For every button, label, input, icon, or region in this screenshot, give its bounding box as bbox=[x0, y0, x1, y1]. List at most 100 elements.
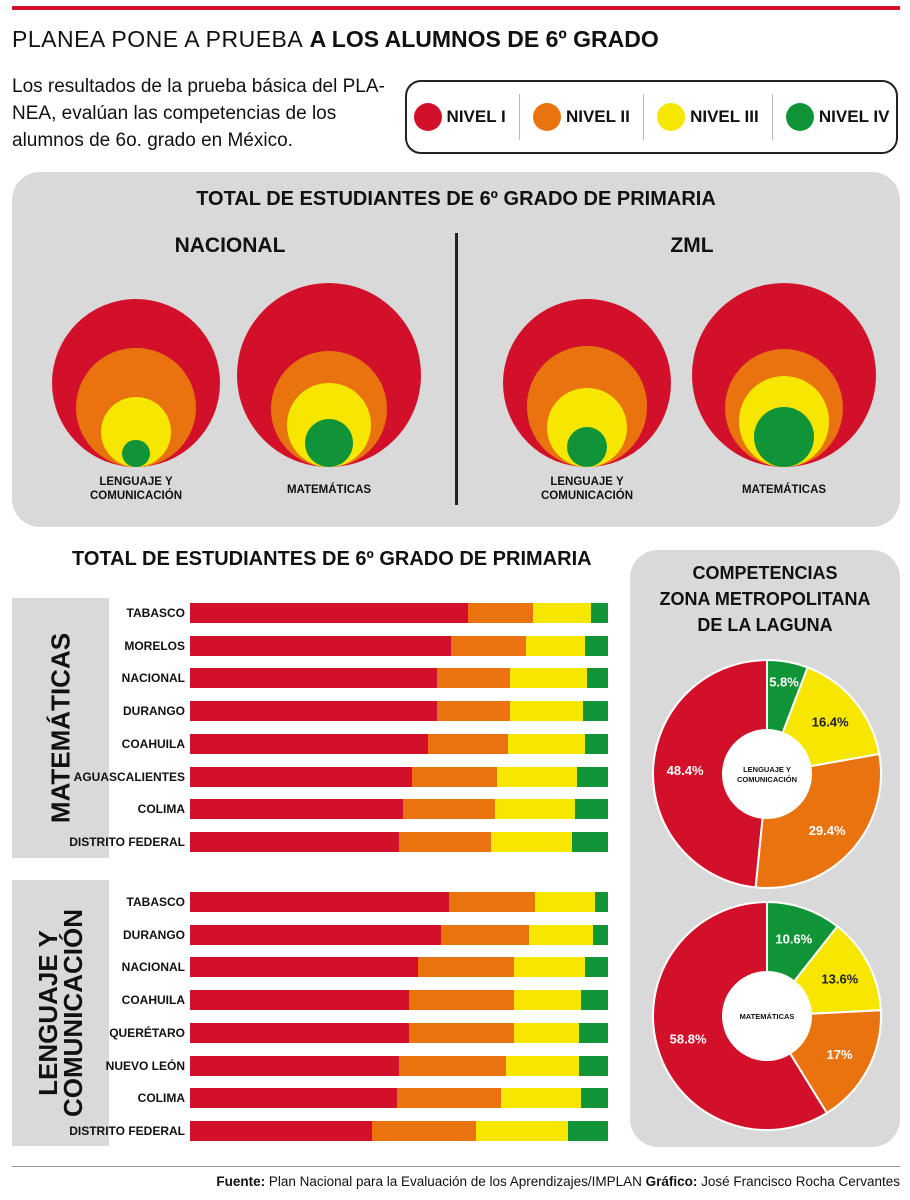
top-rule bbox=[12, 6, 900, 10]
bar-segment-nivel-2 bbox=[399, 831, 492, 852]
bar-label-matematicas-aguascalientes: AGUASCALIENTES bbox=[73, 769, 185, 784]
bar-lenguaje-y-comunicacion-nuevo-leon bbox=[190, 1055, 609, 1076]
bar-segment-nivel-1 bbox=[190, 701, 438, 722]
bar-segment-nivel-3 bbox=[501, 1088, 582, 1109]
bar-segment-nivel-2 bbox=[440, 924, 530, 945]
title-bold: A LOS ALUMNOS DE 6º GRADO bbox=[309, 26, 659, 52]
bar-segment-nivel-3 bbox=[509, 668, 588, 689]
bar-segment-nivel-4 bbox=[578, 1055, 609, 1076]
donut-title-line2: ZONA METROPOLITANA bbox=[659, 589, 871, 609]
circle-zml-lenguaje-y-nivel-4 bbox=[566, 426, 608, 467]
bar-segment-nivel-2 bbox=[449, 892, 536, 912]
donut-hole bbox=[723, 972, 811, 1060]
bar-label-matematicas-morelos: MORELOS bbox=[124, 638, 185, 653]
bar-label-matematicas-distrito-federal: DISTRITO FEDERAL bbox=[69, 834, 185, 849]
bar-segment-nivel-3 bbox=[507, 733, 586, 754]
bar-matematicas-tabasco bbox=[190, 603, 609, 623]
bar-segment-nivel-1 bbox=[190, 799, 404, 820]
bar-label-lenguaje-y-comunicacion-durango: DURANGO bbox=[123, 927, 185, 942]
bar-matematicas-coahuila bbox=[190, 733, 609, 754]
bar-segment-nivel-4 bbox=[595, 892, 609, 912]
source-label: Fuente: bbox=[216, 1174, 266, 1189]
bar-segment-nivel-3 bbox=[528, 924, 594, 945]
nested-circles-chart: LENGUAJE Y COMUNICACIÓN MATEMÁTICAS LENGUAJ… bbox=[0, 0, 910, 540]
zml-title: ZML bbox=[670, 234, 714, 257]
bar-matematicas-colima bbox=[190, 799, 609, 820]
circle-label-nacional-lenguaje-y: LENGUAJE Y COMUNICACIÓN bbox=[56, 475, 216, 503]
bar-segment-nivel-4 bbox=[582, 701, 609, 722]
bar-label-lenguaje-y-comunicacion-nuevo-leon: NUEVO LEÓN bbox=[105, 1058, 185, 1073]
bars-title: TOTAL DE ESTUDIANTES DE 6º GRADO DE PRIM… bbox=[72, 548, 592, 570]
bar-matematicas-aguascalientes bbox=[190, 766, 609, 787]
bar-label-matematicas-tabasco: TABASCO bbox=[126, 606, 185, 620]
bar-lenguaje-y-comunicacion-colima bbox=[190, 1088, 609, 1109]
donut-center-label: COMUNICACIÓN bbox=[737, 775, 797, 784]
legend-label: NIVEL III bbox=[690, 107, 759, 126]
bar-segment-nivel-1 bbox=[190, 990, 410, 1011]
bar-segment-nivel-4 bbox=[587, 668, 609, 689]
donut-title-line1: COMPETENCIAS bbox=[692, 563, 838, 583]
source-text: Plan Nacional para la Evaluación de los … bbox=[268, 1174, 642, 1189]
bar-segment-nivel-1 bbox=[190, 635, 452, 656]
bar-label-lenguaje-y-comunicacion-colima: COLIMA bbox=[137, 1091, 185, 1106]
circle-label-nacional-matematicas: MATEMÁTICAS bbox=[249, 483, 409, 497]
bar-segment-nivel-3 bbox=[513, 957, 586, 978]
bar-label-matematicas-colima: COLIMA bbox=[137, 802, 185, 817]
bar-matematicas-morelos bbox=[190, 635, 609, 656]
bar-segment-nivel-4 bbox=[591, 603, 609, 623]
bar-segment-nivel-1 bbox=[190, 766, 413, 787]
legend-item-nivel-3: NIVEL III bbox=[657, 103, 759, 131]
legend-label: NIVEL I bbox=[446, 107, 506, 126]
legend-swatch bbox=[657, 103, 686, 131]
bar-lenguaje-y-comunicacion-coahuila bbox=[190, 990, 609, 1011]
graphic-label: Gráfico: bbox=[645, 1174, 698, 1189]
donut-value-label: 10.6% bbox=[775, 932, 812, 947]
bar-segment-nivel-4 bbox=[568, 1120, 609, 1141]
circle-label-line: LENGUAJE Y bbox=[99, 476, 173, 488]
bar-segment-nivel-3 bbox=[490, 831, 573, 852]
legend-swatch bbox=[413, 103, 442, 131]
legend-divider bbox=[642, 94, 644, 140]
bar-segment-nivel-2 bbox=[409, 1022, 515, 1043]
bar-segment-nivel-2 bbox=[428, 733, 509, 754]
source-footer: Fuente: Plan Nacional para la Evaluación… bbox=[12, 1166, 900, 1189]
nacional-title: NACIONAL bbox=[174, 234, 286, 257]
page-title: PLANEA PONE A PRUEBA A LOS ALUMNOS DE 6º… bbox=[12, 26, 659, 53]
circle-label-line: MATEMÁTICAS bbox=[286, 484, 372, 496]
bar-segment-nivel-3 bbox=[532, 603, 592, 623]
donut-panel-title: COMPETENCIAS ZONA METROPOLITANA DE LA LA… bbox=[630, 560, 900, 638]
bar-segment-nivel-2 bbox=[399, 1055, 507, 1076]
stacked-bar-chart: TABASCO MORELOS NACIONAL DURANGO COAHUILA AGU… bbox=[69, 603, 609, 1141]
bar-segment-nivel-2 bbox=[436, 668, 511, 689]
bar-segment-nivel-4 bbox=[576, 766, 609, 787]
donut-value-label: 17% bbox=[827, 1047, 853, 1062]
matematicas-side-label: MATEMÁTICAS bbox=[12, 598, 109, 858]
bar-lenguaje-y-comunicacion-distrito-federal bbox=[190, 1120, 609, 1141]
circles-panel-title: TOTAL DE ESTUDIANTES DE 6º GRADO DE PRIM… bbox=[196, 188, 716, 210]
circle-nacional-matematicas-nivel-4 bbox=[305, 419, 353, 467]
circle-zml-matematicas-nivel-4 bbox=[754, 407, 814, 467]
bar-lenguaje-y-comunicacion-queretaro bbox=[190, 1022, 609, 1043]
bar-segment-nivel-2 bbox=[451, 635, 527, 656]
bar-segment-nivel-1 bbox=[190, 1120, 373, 1141]
donut-value-label: 13.6% bbox=[821, 971, 858, 986]
bar-lenguaje-y-comunicacion-durango bbox=[190, 924, 609, 945]
circle-label-line: LENGUAJE Y bbox=[550, 476, 624, 488]
bar-segment-nivel-3 bbox=[513, 990, 582, 1011]
bar-matematicas-durango bbox=[190, 701, 609, 722]
bar-matematicas-nacional bbox=[190, 668, 609, 689]
bar-segment-nivel-2 bbox=[417, 957, 515, 978]
bar-segment-nivel-3 bbox=[476, 1120, 569, 1141]
circle-label-zml-lenguaje-y: LENGUAJE Y COMUNICACIÓN bbox=[507, 475, 667, 503]
bar-segment-nivel-2 bbox=[396, 1088, 502, 1109]
bar-segment-nivel-3 bbox=[495, 799, 576, 820]
bar-label-lenguaje-y-comunicacion-queretaro: QUERÉTARO bbox=[109, 1025, 185, 1040]
bar-segment-nivel-1 bbox=[190, 831, 400, 852]
donut-value-label: 29.4% bbox=[809, 823, 846, 838]
legend-item-nivel-2: NIVEL II bbox=[532, 103, 630, 131]
bar-segment-nivel-4 bbox=[593, 924, 609, 945]
bar-segment-nivel-1 bbox=[190, 603, 469, 623]
bar-segment-nivel-2 bbox=[409, 990, 515, 1011]
donut-charts: 5.8% 16.4% 29.4% 48.4% LENGUAJE YCOMUNICACIÓ… bbox=[652, 658, 882, 1131]
bar-lenguaje-y-comunicacion-nacional bbox=[190, 957, 609, 978]
